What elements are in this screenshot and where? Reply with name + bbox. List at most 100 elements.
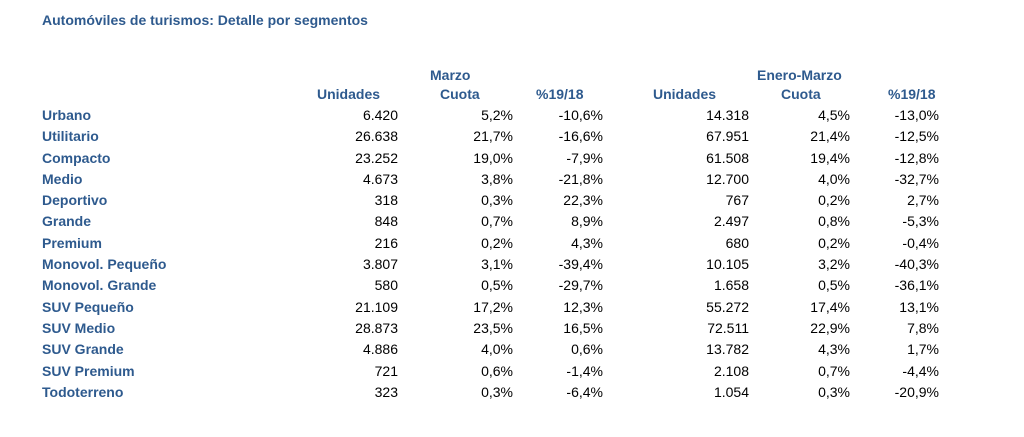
enero-cuota-cell: 0,5%	[818, 277, 850, 294]
marzo-cuota-cell: 0,6%	[481, 362, 513, 379]
marzo-cuota-cell: 17,2%	[473, 298, 513, 315]
enero-pct-cell: -12,5%	[894, 128, 939, 145]
marzo-unidades-cell: 721	[374, 362, 398, 379]
marzo-cuota-cell: 0,3%	[481, 192, 513, 209]
group-header-marzo: Marzo	[430, 67, 471, 83]
enero-unidades-cell: 55.272	[706, 298, 749, 315]
col-header-enero-unidades: Unidades	[653, 86, 717, 102]
enero-cuota-cell: 0,8%	[818, 213, 850, 230]
segment-label: Todoterreno	[42, 383, 124, 400]
enero-unidades-cell: 10.105	[706, 256, 749, 273]
marzo-pct-cell: 8,9%	[571, 213, 603, 230]
segment-label: Premium	[42, 234, 102, 251]
marzo-cuota-cell: 0,2%	[481, 234, 513, 251]
table-row: Grande 848 0,7% 8,9% 2.497 0,8% -5,3%	[0, 211, 1024, 232]
group-header-enero-marzo: Enero-Marzo	[757, 67, 842, 83]
marzo-cuota-cell: 0,7%	[481, 213, 513, 230]
marzo-unidades-cell: 848	[374, 213, 398, 230]
enero-pct-cell: 7,8%	[907, 319, 939, 336]
marzo-pct-cell: 4,3%	[571, 234, 603, 251]
enero-pct-cell: -32,7%	[894, 170, 939, 187]
col-header-marzo-cuota: Cuota	[440, 86, 480, 102]
enero-cuota-cell: 0,2%	[818, 192, 850, 209]
enero-pct-cell: -4,4%	[902, 362, 939, 379]
marzo-pct-cell: -39,4%	[558, 256, 603, 273]
marzo-pct-cell: -29,7%	[558, 277, 603, 294]
marzo-unidades-cell: 323	[374, 383, 398, 400]
segment-label: Medio	[42, 170, 83, 187]
enero-pct-cell: -40,3%	[894, 256, 939, 273]
col-header-enero-pct: %19/18	[888, 86, 936, 102]
segment-label: SUV Pequeño	[42, 298, 134, 315]
enero-cuota-cell: 22,9%	[810, 319, 850, 336]
marzo-cuota-cell: 23,5%	[473, 319, 513, 336]
enero-unidades-cell: 767	[725, 192, 749, 209]
marzo-unidades-cell: 6.420	[362, 107, 398, 123]
marzo-unidades-cell: 4.673	[362, 170, 398, 187]
enero-unidades-cell: 2.108	[713, 362, 749, 379]
marzo-pct-cell: 12,3%	[563, 298, 603, 315]
enero-unidades-cell: 12.700	[706, 170, 749, 187]
segment-label: Monovol. Pequeño	[42, 256, 167, 273]
marzo-unidades-cell: 28.873	[355, 319, 398, 336]
enero-unidades-cell: 61.508	[706, 149, 749, 166]
marzo-cuota-cell: 5,2%	[481, 107, 513, 123]
enero-pct-cell: -20,9%	[894, 383, 939, 400]
page-title: Automóviles de turismos: Detalle por seg…	[42, 12, 368, 28]
enero-pct-cell: -0,4%	[902, 234, 939, 251]
marzo-cuota-cell: 0,3%	[481, 383, 513, 400]
segment-label: SUV Medio	[42, 319, 116, 336]
marzo-cuota-cell: 4,0%	[481, 341, 513, 358]
marzo-pct-cell: -16,6%	[558, 128, 603, 145]
enero-unidades-cell: 1.658	[713, 277, 749, 294]
col-header-marzo-pct: %19/18	[536, 86, 584, 102]
enero-cuota-cell: 0,3%	[818, 383, 850, 400]
enero-unidades-cell: 1.054	[713, 383, 749, 400]
marzo-pct-cell: -1,4%	[566, 362, 603, 379]
col-header-marzo-unidades: Unidades	[317, 86, 381, 102]
table-row: Compacto 23.252 19,0% -7,9% 61.508 19,4% -12,8…	[0, 148, 1024, 169]
marzo-pct-cell: 22,3%	[563, 192, 603, 209]
enero-pct-cell: -5,3%	[902, 213, 939, 230]
table-row: SUV Medio 28.873 23,5% 16,5% 72.511 22,9% 7,8%	[0, 318, 1024, 339]
enero-pct-cell: -12,8%	[894, 149, 939, 166]
marzo-cuota-cell: 3,8%	[481, 170, 513, 187]
enero-unidades-cell: 67.951	[706, 128, 749, 145]
enero-cuota-cell: 4,5%	[818, 107, 850, 123]
marzo-cuota-cell: 21,7%	[473, 128, 513, 145]
enero-pct-cell: 13,1%	[899, 298, 939, 315]
marzo-cuota-cell: 0,5%	[481, 277, 513, 294]
table-row: Premium 216 0,2% 4,3% 680 0,2% -0,4%	[0, 233, 1024, 254]
marzo-pct-cell: -6,4%	[566, 383, 603, 400]
marzo-pct-cell: -10,6%	[558, 107, 603, 123]
enero-unidades-cell: 72.511	[707, 319, 749, 336]
segment-label: SUV Premium	[42, 362, 135, 379]
enero-cuota-cell: 4,0%	[818, 170, 850, 187]
marzo-unidades-cell: 23.252	[355, 149, 398, 166]
segment-label: Monovol. Grande	[42, 277, 157, 294]
enero-unidades-cell: 2.497	[713, 213, 749, 230]
table-row: Todoterreno 323 0,3% -6,4% 1.054 0,3% -20,9%	[0, 382, 1024, 403]
enero-unidades-cell: 14.318	[706, 107, 749, 123]
enero-cuota-cell: 4,3%	[818, 341, 850, 358]
enero-cuota-cell: 0,2%	[818, 234, 850, 251]
table-row: Utilitario 26.638 21,7% -16,6% 67.951 21,4% -1…	[0, 126, 1024, 147]
enero-unidades-cell: 680	[725, 234, 749, 251]
table-row: Urbano 6.420 5,2% -10,6% 14.318 4,5% -13,0%	[0, 105, 1024, 126]
marzo-unidades-cell: 21.109	[355, 298, 398, 315]
table-row: Monovol. Grande 580 0,5% -29,7% 1.658 0,5% -36…	[0, 275, 1024, 296]
marzo-pct-cell: -21,8%	[558, 170, 603, 187]
segment-label: SUV Grande	[42, 341, 124, 358]
table-row: SUV Premium 721 0,6% -1,4% 2.108 0,7% -4,4%	[0, 361, 1024, 382]
marzo-unidades-cell: 318	[374, 192, 398, 209]
marzo-unidades-cell: 26.638	[355, 128, 398, 145]
enero-cuota-cell: 21,4%	[810, 128, 850, 145]
marzo-unidades-cell: 3.807	[362, 256, 398, 273]
table-row: SUV Grande 4.886 4,0% 0,6% 13.782 4,3% 1,7%	[0, 339, 1024, 360]
segment-table: Urbano 6.420 5,2% -10,6% 14.318 4,5% -13,0% Uti…	[0, 105, 1024, 403]
table-row: Medio 4.673 3,8% -21,8% 12.700 4,0% -32,7%	[0, 169, 1024, 190]
col-header-enero-cuota: Cuota	[781, 86, 821, 102]
enero-cuota-cell: 19,4%	[810, 149, 850, 166]
marzo-pct-cell: -7,9%	[566, 149, 603, 166]
marzo-cuota-cell: 3,1%	[481, 256, 513, 273]
